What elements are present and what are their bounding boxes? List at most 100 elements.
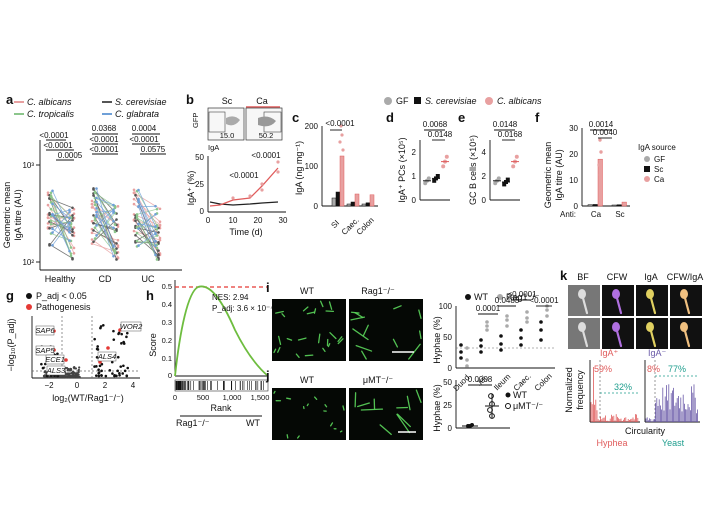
data-point [511,164,516,169]
hypha [581,329,589,348]
site: Ileum [492,372,512,392]
ytick: 0 [448,364,453,373]
ytick: 0 [574,202,579,211]
data-point [68,249,71,253]
data-point [51,189,54,193]
micrograph-i-rag [349,299,423,361]
paired-line [49,215,73,246]
paired-line [138,201,156,246]
data-point [158,236,162,240]
data-point [125,374,129,377]
data-point [339,124,343,128]
hypha [683,296,691,315]
data-point [71,233,74,237]
panel-j-pval: 0.0008 [468,375,493,384]
panel-label-g: g [6,288,14,303]
data-point [525,310,529,314]
data-point [72,246,76,250]
legend-swatch-wt [465,294,471,300]
data-point [132,229,136,233]
hypha [649,296,657,315]
data-point [95,206,98,210]
hypha [286,434,289,439]
data-point [426,176,431,181]
data-point [95,224,98,227]
data-point [51,244,54,247]
paired-line [96,210,114,213]
data-point [505,318,509,322]
panel-label-e: e [458,110,465,125]
data-point [68,221,71,225]
gene-label: SAP5 [35,346,55,355]
ytick: 0.1 [162,354,172,363]
data-point [539,320,543,324]
xtick: 30 [279,216,288,225]
data-point [441,164,446,169]
ytick: 0 [314,202,319,211]
panel-i-points [459,304,549,368]
data-point [112,244,115,247]
panel-label-k: k [560,268,568,283]
hypha [360,408,384,411]
data-point [525,320,529,324]
panel-label-i: i [266,280,270,295]
hypha [322,347,326,352]
panel-g-legend-padj: P_adj < 0.05 [36,291,87,301]
panel-a-group-uc: UC [142,274,155,284]
data-point [155,246,159,250]
panel-h-bottom-left: Rag1⁻/⁻ [176,418,210,428]
panel-f-group-ca: Ca [591,210,602,219]
bar [616,204,622,207]
data-point [90,231,94,235]
panel-g-legend-path: Pathogenesis [36,302,91,312]
data-point [49,219,53,223]
panel-j-legend-mmt: μMT⁻/⁻ [513,401,543,411]
data-point [115,242,118,245]
hypha [379,424,392,436]
panel-c-pval: <0.0001 [325,119,355,128]
data-point [51,213,54,217]
data-point [90,219,94,223]
hypha [306,403,309,407]
legend-swatch-pathogenesis [26,304,32,310]
data-point [95,347,99,351]
legend-swatch-rag [497,294,503,300]
data-point [137,188,140,192]
panel-h-bottom-right: WT [246,418,260,428]
hypha [295,353,300,358]
data-point [118,373,121,377]
hypha [324,404,328,408]
panel-j-ylabel: Hyphae (%) [432,384,442,432]
xtick: 0 [206,216,211,225]
data-point [120,342,123,345]
ytick: 50 [443,378,452,387]
data-point [77,375,81,379]
ytick: 0 [200,207,205,216]
data-point [71,230,74,234]
yeast-cell [680,322,688,332]
data-point [77,368,80,371]
paired-line [96,212,114,236]
data-point [62,374,65,377]
panel-h-xlabel: Rank [210,403,232,413]
hypha [354,311,364,319]
data-point [121,372,124,375]
data-point [69,252,73,255]
site: Colon [533,372,554,393]
data-point [485,320,489,324]
data-point [112,203,115,207]
data-point [51,202,54,206]
data-point [432,178,437,183]
hypha [342,405,345,411]
panel-b-pval-2: <0.0001 [251,151,281,160]
panel-k-pct-neg-hyphae: 8% [647,364,660,374]
data-point [71,257,74,261]
hypha [408,343,421,360]
data-point [116,238,120,242]
data-point [117,331,121,335]
hypha [683,329,691,348]
data-point [113,249,117,252]
ytick: 0 [448,424,453,433]
hypha [314,396,318,401]
